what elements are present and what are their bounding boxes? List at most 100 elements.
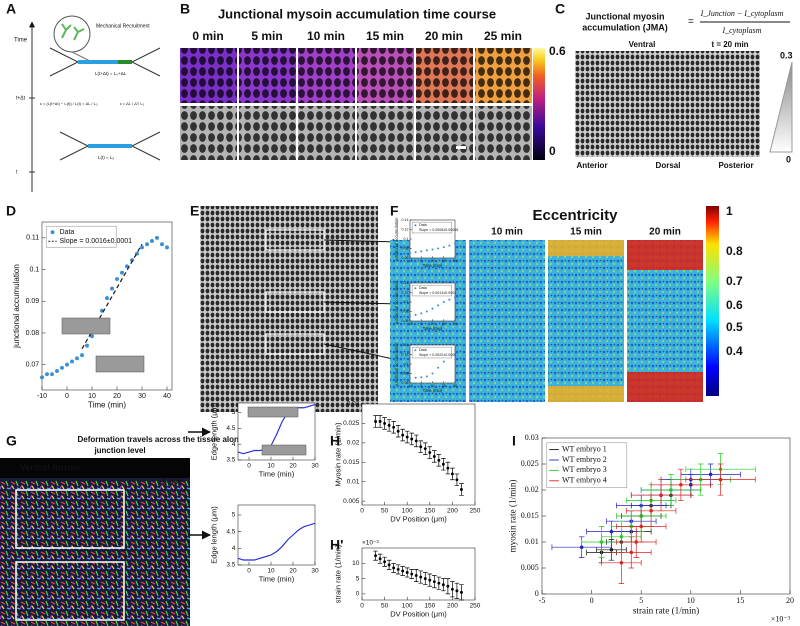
panel-label: F bbox=[390, 203, 399, 219]
point bbox=[718, 477, 723, 482]
annotation: Mechanical Recruitment bbox=[96, 23, 150, 29]
equation-lhs: accumulation (JMA) bbox=[582, 22, 668, 32]
x-tick-label: -10 bbox=[407, 322, 412, 326]
legend-label: Slope = 0.0016±0.0001 bbox=[60, 238, 133, 245]
y-tick-label: 0.07 bbox=[26, 361, 40, 368]
colorbar-label: 0.5 bbox=[726, 320, 743, 334]
point bbox=[378, 557, 382, 561]
x-tick-label: 20 bbox=[442, 259, 446, 263]
line bbox=[237, 522, 316, 561]
point bbox=[70, 359, 74, 364]
speckle bbox=[469, 240, 545, 402]
point bbox=[441, 462, 445, 466]
x-tick-label: 30 bbox=[311, 463, 319, 470]
segments bbox=[0, 480, 190, 626]
plot-area bbox=[361, 547, 476, 601]
y-tick-label: 0.06 bbox=[402, 256, 409, 260]
denominator: I_cytoplasm bbox=[721, 26, 761, 35]
x-tick-label: 0 bbox=[247, 463, 251, 470]
cells bbox=[475, 106, 532, 160]
x-tick-label: 0 bbox=[65, 393, 69, 400]
point bbox=[387, 563, 391, 567]
y-tick-label: 0.025 bbox=[521, 459, 539, 468]
legend-label: WT embryo 3 bbox=[562, 465, 607, 474]
high-band bbox=[548, 240, 624, 256]
x-tick-label: 250 bbox=[470, 508, 481, 515]
legend-label: WT embryo 2 bbox=[562, 455, 607, 464]
y-tick-label: 0.02 bbox=[525, 485, 539, 494]
y-tick-label: 0.06 bbox=[402, 381, 409, 385]
x-axis-label: Time (min) bbox=[259, 574, 295, 583]
cells bbox=[475, 48, 532, 103]
colorbar bbox=[706, 206, 719, 396]
x-tick-label: 0 bbox=[420, 322, 422, 326]
y-tick-label: 0.14 bbox=[402, 281, 409, 285]
x-multiplier: ×10⁻³ bbox=[771, 614, 791, 623]
point bbox=[419, 575, 423, 579]
point bbox=[50, 372, 54, 377]
panel-label: I bbox=[512, 433, 516, 449]
y-tick-label: 0 bbox=[535, 589, 539, 598]
point bbox=[428, 578, 432, 582]
axis-label: Posterior bbox=[718, 161, 753, 170]
y-tick-label: 4 bbox=[232, 545, 236, 552]
point bbox=[634, 540, 638, 544]
y-tick-label: 0 bbox=[356, 591, 360, 598]
x-tick-label: 10 bbox=[267, 463, 275, 470]
cells bbox=[239, 106, 296, 160]
point bbox=[619, 535, 624, 539]
point bbox=[437, 581, 441, 585]
x-tick-label: 20 bbox=[113, 393, 121, 400]
y-tick-label: 0.08 bbox=[402, 246, 409, 250]
legend-label: Slope = 0.0013±0.0001 bbox=[419, 291, 456, 295]
cells bbox=[239, 48, 296, 103]
zoom-circle bbox=[53, 15, 91, 53]
high-band bbox=[548, 386, 624, 402]
legend-box bbox=[411, 284, 453, 297]
x-tick-label: 10 bbox=[88, 393, 96, 400]
x-tick-label: 50 bbox=[381, 603, 389, 610]
y-tick-label: 0.08 bbox=[26, 330, 40, 337]
x-tick-label: 0 bbox=[360, 603, 364, 610]
legend-label: Data bbox=[419, 286, 427, 290]
line bbox=[81, 243, 143, 350]
panel-label: H' bbox=[330, 537, 343, 553]
y-tick-label: 0.11 bbox=[26, 235, 39, 242]
point bbox=[420, 376, 423, 379]
equation-lhs: Junctional myosin bbox=[585, 11, 664, 21]
chart: -10 0 10 20 30 40 0.07 0.08 0.09 0.1 0.11 Time (min… bbox=[12, 221, 173, 410]
cells bbox=[575, 51, 760, 157]
arrow bbox=[323, 300, 399, 307]
point bbox=[455, 589, 459, 593]
axis-label: Anterior bbox=[576, 161, 607, 170]
chart: -10 0 10 20 30 0.06 0.08 0.1 0.12 0.14 Time (min) j… bbox=[394, 217, 458, 268]
y-tick-label: 0.025 bbox=[343, 420, 360, 427]
point bbox=[383, 560, 387, 564]
point bbox=[414, 376, 417, 379]
point bbox=[401, 569, 405, 573]
y-tick-label: 0.015 bbox=[521, 511, 539, 520]
speckle bbox=[548, 240, 624, 402]
point bbox=[145, 242, 149, 247]
y-tick-label: 3.5 bbox=[226, 457, 235, 464]
arrow bbox=[323, 343, 399, 362]
x-axis-label: Time (min) bbox=[423, 326, 443, 331]
legend-marker bbox=[50, 230, 55, 235]
equation: ε̇ = ΔL / ΔT L₀ bbox=[120, 101, 145, 106]
point bbox=[431, 372, 434, 375]
y-multiplier: ×10⁻³ bbox=[362, 540, 379, 547]
x-tick-label: -10 bbox=[407, 384, 412, 388]
point bbox=[455, 478, 459, 482]
chart: -10 0 10 20 30 0.06 0.08 0.1 0.12 0.14 Time (min) j… bbox=[394, 280, 457, 331]
y-axis-label: junctional accumulation bbox=[12, 264, 21, 349]
x-tick-label: 0 bbox=[420, 259, 422, 263]
point bbox=[425, 375, 428, 378]
x-tick-label: 30 bbox=[453, 322, 457, 326]
plot-area bbox=[237, 504, 316, 566]
equation: ε = (L(t+Δt) − L(t)) / L(t) = ΔL / L₀ bbox=[40, 101, 98, 106]
time-label: 10 min bbox=[491, 227, 523, 238]
point bbox=[423, 577, 427, 581]
point bbox=[669, 488, 673, 492]
point bbox=[579, 545, 584, 549]
y-axis-label: junctional accumulation bbox=[394, 217, 399, 262]
